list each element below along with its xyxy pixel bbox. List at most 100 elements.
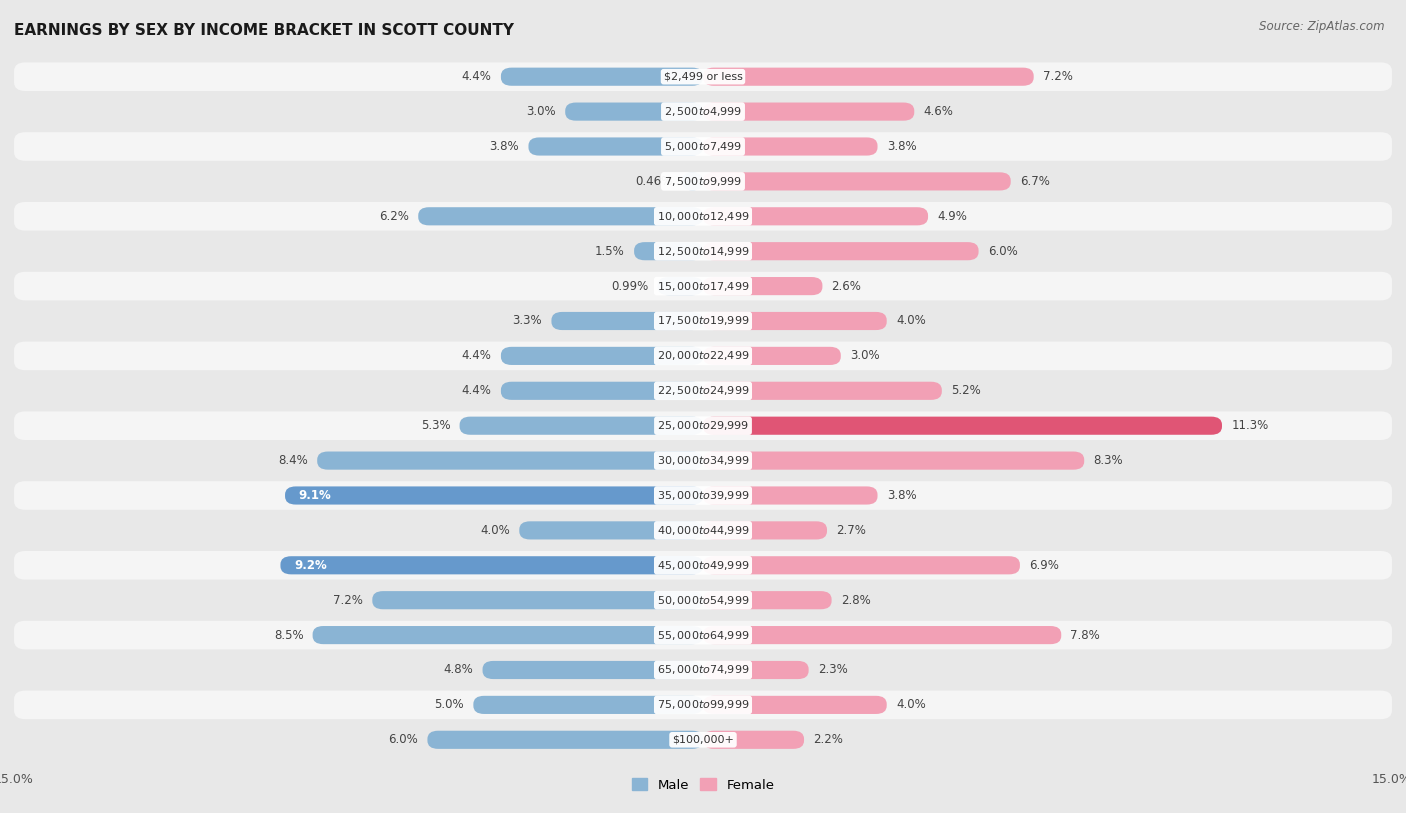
- FancyBboxPatch shape: [703, 312, 887, 330]
- FancyBboxPatch shape: [703, 137, 877, 155]
- Text: 0.46%: 0.46%: [636, 175, 672, 188]
- Text: 4.4%: 4.4%: [461, 350, 492, 363]
- FancyBboxPatch shape: [501, 347, 703, 365]
- FancyBboxPatch shape: [551, 312, 703, 330]
- FancyBboxPatch shape: [703, 347, 841, 365]
- FancyBboxPatch shape: [14, 63, 1392, 91]
- Text: 3.3%: 3.3%: [513, 315, 543, 328]
- FancyBboxPatch shape: [373, 591, 703, 609]
- FancyBboxPatch shape: [14, 307, 1392, 335]
- FancyBboxPatch shape: [14, 725, 1392, 754]
- FancyBboxPatch shape: [285, 486, 703, 505]
- Text: $65,000 to $74,999: $65,000 to $74,999: [657, 663, 749, 676]
- FancyBboxPatch shape: [14, 237, 1392, 266]
- FancyBboxPatch shape: [703, 207, 928, 225]
- Text: $50,000 to $54,999: $50,000 to $54,999: [657, 593, 749, 606]
- FancyBboxPatch shape: [14, 586, 1392, 615]
- Text: 8.5%: 8.5%: [274, 628, 304, 641]
- FancyBboxPatch shape: [14, 655, 1392, 685]
- FancyBboxPatch shape: [703, 661, 808, 679]
- Text: $100,000+: $100,000+: [672, 735, 734, 745]
- Text: 3.8%: 3.8%: [489, 140, 519, 153]
- FancyBboxPatch shape: [501, 382, 703, 400]
- Text: 7.2%: 7.2%: [1043, 70, 1073, 83]
- Text: 5.2%: 5.2%: [950, 385, 981, 398]
- FancyBboxPatch shape: [14, 133, 1392, 161]
- Text: 9.2%: 9.2%: [294, 559, 328, 572]
- Text: 4.4%: 4.4%: [461, 70, 492, 83]
- FancyBboxPatch shape: [14, 446, 1392, 475]
- Text: $35,000 to $39,999: $35,000 to $39,999: [657, 489, 749, 502]
- Text: 4.4%: 4.4%: [461, 385, 492, 398]
- FancyBboxPatch shape: [14, 376, 1392, 405]
- Text: $2,500 to $4,999: $2,500 to $4,999: [664, 105, 742, 118]
- FancyBboxPatch shape: [703, 451, 1084, 470]
- FancyBboxPatch shape: [14, 621, 1392, 650]
- FancyBboxPatch shape: [703, 102, 914, 120]
- FancyBboxPatch shape: [703, 486, 877, 505]
- FancyBboxPatch shape: [658, 277, 703, 295]
- Text: $22,500 to $24,999: $22,500 to $24,999: [657, 385, 749, 398]
- FancyBboxPatch shape: [418, 207, 703, 225]
- FancyBboxPatch shape: [427, 731, 703, 749]
- Text: 7.8%: 7.8%: [1070, 628, 1099, 641]
- FancyBboxPatch shape: [482, 661, 703, 679]
- Text: $75,000 to $99,999: $75,000 to $99,999: [657, 698, 749, 711]
- FancyBboxPatch shape: [682, 172, 703, 190]
- FancyBboxPatch shape: [312, 626, 703, 644]
- Text: Source: ZipAtlas.com: Source: ZipAtlas.com: [1260, 20, 1385, 33]
- FancyBboxPatch shape: [634, 242, 703, 260]
- FancyBboxPatch shape: [474, 696, 703, 714]
- FancyBboxPatch shape: [703, 242, 979, 260]
- FancyBboxPatch shape: [14, 98, 1392, 126]
- Text: 6.0%: 6.0%: [388, 733, 418, 746]
- Text: EARNINGS BY SEX BY INCOME BRACKET IN SCOTT COUNTY: EARNINGS BY SEX BY INCOME BRACKET IN SCO…: [14, 23, 515, 38]
- Text: $45,000 to $49,999: $45,000 to $49,999: [657, 559, 749, 572]
- Text: $15,000 to $17,499: $15,000 to $17,499: [657, 280, 749, 293]
- FancyBboxPatch shape: [14, 167, 1392, 196]
- FancyBboxPatch shape: [14, 411, 1392, 440]
- FancyBboxPatch shape: [14, 341, 1392, 370]
- FancyBboxPatch shape: [703, 67, 1033, 86]
- FancyBboxPatch shape: [14, 481, 1392, 510]
- Text: $20,000 to $22,499: $20,000 to $22,499: [657, 350, 749, 363]
- Text: $55,000 to $64,999: $55,000 to $64,999: [657, 628, 749, 641]
- Text: 2.2%: 2.2%: [813, 733, 844, 746]
- Text: $40,000 to $44,999: $40,000 to $44,999: [657, 524, 749, 537]
- Text: $10,000 to $12,499: $10,000 to $12,499: [657, 210, 749, 223]
- Text: 6.2%: 6.2%: [380, 210, 409, 223]
- Text: $30,000 to $34,999: $30,000 to $34,999: [657, 454, 749, 467]
- FancyBboxPatch shape: [280, 556, 703, 574]
- FancyBboxPatch shape: [14, 272, 1392, 301]
- FancyBboxPatch shape: [519, 521, 703, 540]
- FancyBboxPatch shape: [14, 516, 1392, 545]
- Text: $5,000 to $7,499: $5,000 to $7,499: [664, 140, 742, 153]
- Text: 3.8%: 3.8%: [887, 140, 917, 153]
- Text: 6.9%: 6.9%: [1029, 559, 1059, 572]
- Text: 1.5%: 1.5%: [595, 245, 624, 258]
- Text: 7.2%: 7.2%: [333, 593, 363, 606]
- Legend: Male, Female: Male, Female: [626, 773, 780, 797]
- FancyBboxPatch shape: [703, 416, 1222, 435]
- FancyBboxPatch shape: [703, 591, 831, 609]
- FancyBboxPatch shape: [703, 521, 827, 540]
- Text: 8.4%: 8.4%: [278, 454, 308, 467]
- Text: 4.0%: 4.0%: [896, 315, 925, 328]
- Text: 2.7%: 2.7%: [837, 524, 866, 537]
- Text: 4.8%: 4.8%: [444, 663, 474, 676]
- FancyBboxPatch shape: [703, 172, 1011, 190]
- FancyBboxPatch shape: [565, 102, 703, 120]
- Text: 4.0%: 4.0%: [481, 524, 510, 537]
- FancyBboxPatch shape: [14, 202, 1392, 231]
- Text: 3.8%: 3.8%: [887, 489, 917, 502]
- FancyBboxPatch shape: [703, 696, 887, 714]
- FancyBboxPatch shape: [501, 67, 703, 86]
- FancyBboxPatch shape: [318, 451, 703, 470]
- Text: $17,500 to $19,999: $17,500 to $19,999: [657, 315, 749, 328]
- FancyBboxPatch shape: [460, 416, 703, 435]
- FancyBboxPatch shape: [703, 382, 942, 400]
- FancyBboxPatch shape: [703, 731, 804, 749]
- Text: 0.99%: 0.99%: [612, 280, 648, 293]
- FancyBboxPatch shape: [529, 137, 703, 155]
- Text: 9.1%: 9.1%: [299, 489, 332, 502]
